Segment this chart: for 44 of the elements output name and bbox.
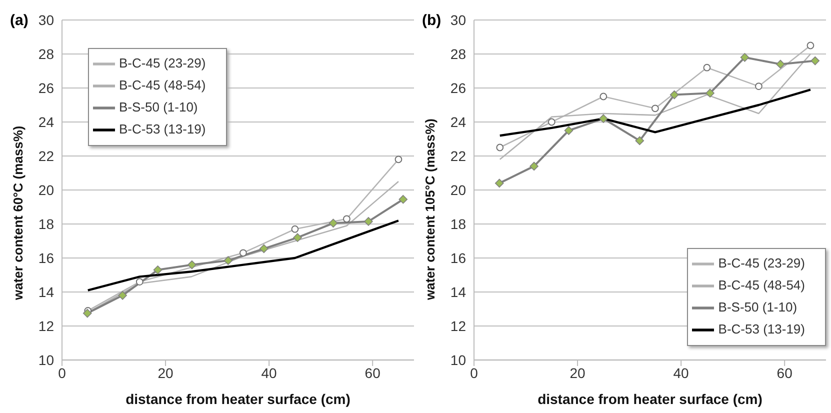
chart-title: (b) [422, 12, 442, 29]
x-tick-label: 20 [158, 364, 174, 381]
x-tick-label: 0 [58, 364, 66, 381]
x-axis-title: distance from heater surface (cm) [538, 391, 762, 407]
y-tick-label: 24 [38, 114, 54, 130]
x-tick-label: 40 [261, 364, 278, 381]
y-tick-label: 12 [450, 318, 466, 334]
y-tick-label: 28 [38, 46, 54, 62]
y-tick-label: 28 [450, 46, 466, 62]
legend-label: B-S-50 (1-10) [718, 299, 798, 314]
y-tick-label: 30 [450, 12, 466, 28]
legend-label: B-C-53 (13-19) [718, 321, 805, 336]
y-tick-label: 14 [38, 284, 54, 300]
y-tick-label: 26 [38, 80, 54, 96]
x-tick-label: 60 [364, 364, 381, 381]
legend-label: B-C-53 (13-19) [119, 121, 206, 136]
x-axis-title: distance from heater surface (cm) [126, 391, 350, 407]
y-tick-label: 30 [38, 12, 54, 28]
legend-label: B-C-45 (48-54) [718, 277, 805, 292]
y-tick-label: 20 [450, 182, 466, 198]
y-tick-label: 18 [38, 216, 54, 232]
y-tick-label: 10 [38, 352, 54, 368]
x-tick-label: 60 [776, 364, 793, 381]
legend-label: B-S-50 (1-10) [119, 99, 198, 114]
chart-title: (a) [10, 12, 28, 29]
x-tick-label: 0 [470, 364, 478, 381]
legend-label: B-C-45 (23-29) [718, 255, 805, 270]
y-tick-label: 14 [450, 284, 466, 300]
legend-label: B-C-45 (23-29) [119, 55, 206, 70]
y-tick-label: 16 [38, 250, 54, 266]
y-tick-label: 22 [38, 148, 54, 164]
y-tick-label: 20 [38, 182, 54, 198]
y-tick-label: 26 [450, 80, 466, 96]
x-tick-label: 40 [673, 364, 690, 381]
y-tick-label: 12 [38, 318, 54, 334]
y-axis-title: water content 105°C (mass%) [422, 118, 438, 301]
y-tick-label: 18 [450, 216, 466, 232]
y-tick-label: 10 [450, 352, 466, 368]
y-tick-label: 16 [450, 250, 466, 266]
legend-label: B-C-45 (48-54) [119, 77, 206, 92]
y-tick-label: 22 [450, 148, 466, 164]
y-tick-label: 24 [450, 114, 466, 130]
y-axis-title: water content 60°C (mass%) [10, 126, 26, 301]
x-tick-label: 20 [570, 364, 586, 381]
